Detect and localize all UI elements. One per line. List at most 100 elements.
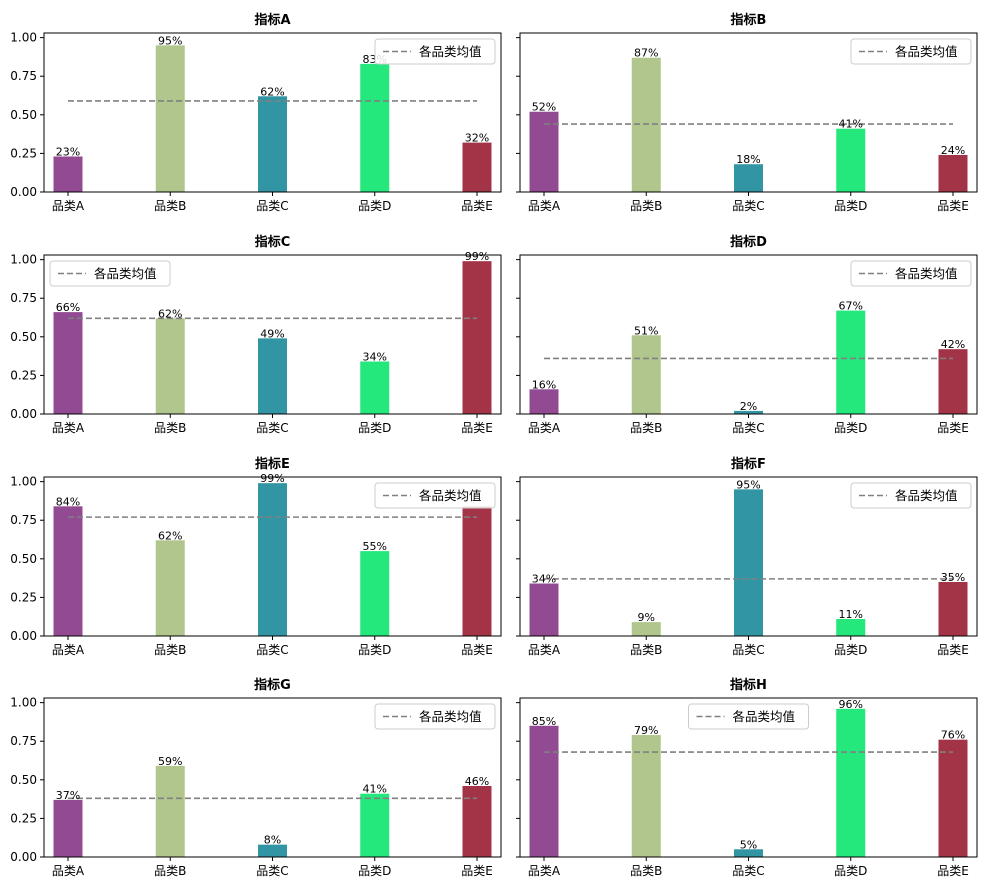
- panel-7-xtick-label-5: 品类E: [461, 864, 493, 878]
- panel-7-bar-label-5: 46%: [465, 775, 489, 788]
- panel-7-bar-1: [53, 799, 83, 857]
- panel-7-bar-2: [155, 765, 185, 857]
- panel-2-bar-5: [938, 154, 968, 192]
- panel-6-xtick-label-1: 品类A: [528, 643, 561, 657]
- panel-2-bar-label-1: 52%: [532, 101, 556, 114]
- panel-3-bar-3: [258, 338, 287, 414]
- panel-8-xtick-label-2: 品类B: [630, 864, 662, 878]
- panel-5-xtick-label-2: 品类B: [154, 643, 186, 657]
- panel-6-bar-2: [631, 622, 661, 636]
- panel-2-bar-4: [836, 128, 866, 192]
- panel-7-xtick-label-4: 品类D: [358, 864, 391, 878]
- panel-6-title: 指标F: [731, 456, 766, 472]
- panel-8-legend-label: 各品类均值: [733, 709, 796, 724]
- panel-7-bar-label-1: 37%: [56, 789, 80, 802]
- panel-4-xtick-label-1: 品类A: [528, 421, 561, 435]
- panel-2-bar-1: [529, 111, 559, 192]
- panel-2-xtick-label-1: 品类A: [528, 199, 561, 213]
- panel-8-bar-3: [734, 849, 763, 857]
- panel-1-bar-5: [462, 142, 492, 192]
- panel-2-bar-label-5: 24%: [941, 144, 965, 157]
- panel-7-ytick-label-4: 0.75: [10, 734, 37, 748]
- panel-6-xtick-label-3: 品类C: [732, 643, 764, 657]
- panel-5-ytick-label-2: 0.25: [10, 590, 37, 604]
- panel-2-bar-label-2: 87%: [634, 47, 658, 60]
- panel-8-bar-label-2: 79%: [634, 724, 658, 737]
- panel-6-bar-label-4: 11%: [839, 608, 863, 621]
- panel-7-bar-3: [258, 844, 287, 857]
- panel-6-bar-5: [938, 581, 968, 636]
- panel-1-xtick-label-4: 品类D: [358, 199, 391, 213]
- panel-8-xtick-label-4: 品类D: [834, 864, 867, 878]
- panel-8-bar-2: [631, 735, 661, 857]
- panel-8-bar-label-5: 76%: [941, 729, 965, 742]
- panel-2-xtick-label-4: 品类D: [834, 199, 867, 213]
- panel-3-bar-label-4: 34%: [363, 351, 387, 364]
- panel-5-bar-3: [258, 483, 287, 636]
- panel-5-bar-5: [462, 506, 492, 636]
- panel-1-xtick-label-5: 品类E: [461, 199, 493, 213]
- panel-8-bar-label-3: 5%: [740, 838, 757, 851]
- panel-1-bar-3: [258, 96, 287, 192]
- panel-3-legend-label: 各品类均值: [94, 266, 157, 281]
- panel-3-bar-label-5: 99%: [465, 250, 489, 263]
- panel-5-legend-box: [374, 482, 496, 509]
- panel-3-xtick-label-3: 品类C: [256, 421, 288, 435]
- panel-4-bar-label-5: 42%: [941, 338, 965, 351]
- panel-1-bar-2: [155, 45, 185, 192]
- panel-1-xtick-label-2: 品类B: [154, 199, 186, 213]
- panel-5-xtick-label-3: 品类C: [256, 643, 288, 657]
- panel-4-bar-4: [836, 310, 866, 414]
- panel-1-bar-1: [53, 156, 83, 192]
- panel-4-xtick-label-5: 品类E: [937, 421, 969, 435]
- panel-8-title: 指标H: [730, 677, 767, 693]
- panel-4-xtick-label-2: 品类B: [630, 421, 662, 435]
- panel-1-bar-4: [360, 63, 390, 193]
- panel-2-bar-3: [734, 164, 763, 192]
- panel-4-legend-box: [850, 260, 972, 287]
- panel-5-title: 指标E: [255, 456, 290, 472]
- panel-7-bar-4: [360, 793, 390, 857]
- panel-3-bar-4: [360, 361, 390, 414]
- panel-7-ytick-label-2: 0.25: [10, 811, 37, 825]
- panel-1-bar-label-1: 23%: [56, 145, 80, 158]
- panel-1-bar-label-3: 62%: [260, 85, 284, 98]
- panel-6-xtick-label-4: 品类D: [834, 643, 867, 657]
- panel-4-title: 指标D: [730, 234, 767, 250]
- panel-6-xtick-label-5: 品类E: [937, 643, 969, 657]
- panel-1-ytick-label-5: 1.00: [10, 31, 37, 45]
- panel-5-ytick-label-4: 0.75: [10, 513, 37, 527]
- panel-7-xtick-label-2: 品类B: [154, 864, 186, 878]
- panel-6-legend-box: [850, 482, 972, 509]
- panel-2-xtick-label-3: 品类C: [732, 199, 764, 213]
- panel-6-bar-label-1: 34%: [532, 573, 556, 586]
- panel-7-bar-label-3: 8%: [264, 834, 281, 847]
- panel-7-bar-label-2: 59%: [158, 755, 182, 768]
- panel-8-xtick-label-3: 品类C: [732, 864, 764, 878]
- panel-3-ytick-label-3: 0.50: [10, 330, 37, 344]
- panel-3-ytick-label-5: 1.00: [10, 253, 37, 267]
- panel-8-bar-label-4: 96%: [839, 698, 863, 711]
- panel-1-ytick-label-1: 0.00: [10, 185, 37, 199]
- panel-7-xtick-label-3: 品类C: [256, 864, 288, 878]
- panel-8-xtick-label-1: 品类A: [528, 864, 561, 878]
- panel-8-bar-1: [529, 725, 559, 857]
- panel-4-xtick-label-4: 品类D: [834, 421, 867, 435]
- panel-1-bar-label-2: 95%: [158, 34, 182, 47]
- panel-6-bar-label-3: 95%: [736, 478, 760, 491]
- panel-7-legend-box: [374, 703, 496, 730]
- panel-1-legend-box: [374, 38, 496, 65]
- panel-5-bar-4: [360, 551, 390, 636]
- panel-3-bar-label-1: 66%: [56, 301, 80, 314]
- panel-2-legend-label: 各品类均值: [895, 44, 958, 59]
- panel-3-bar-1: [53, 312, 83, 414]
- panel-8-bar-label-1: 85%: [532, 715, 556, 728]
- panel-6-bar-3: [734, 489, 763, 636]
- panel-3-bar-5: [462, 261, 492, 414]
- panel-6-bar-1: [529, 583, 559, 636]
- panel-5-xtick-label-5: 品类E: [461, 643, 493, 657]
- panel-8-xtick-label-5: 品类E: [937, 864, 969, 878]
- panel-4-bar-5: [938, 349, 968, 414]
